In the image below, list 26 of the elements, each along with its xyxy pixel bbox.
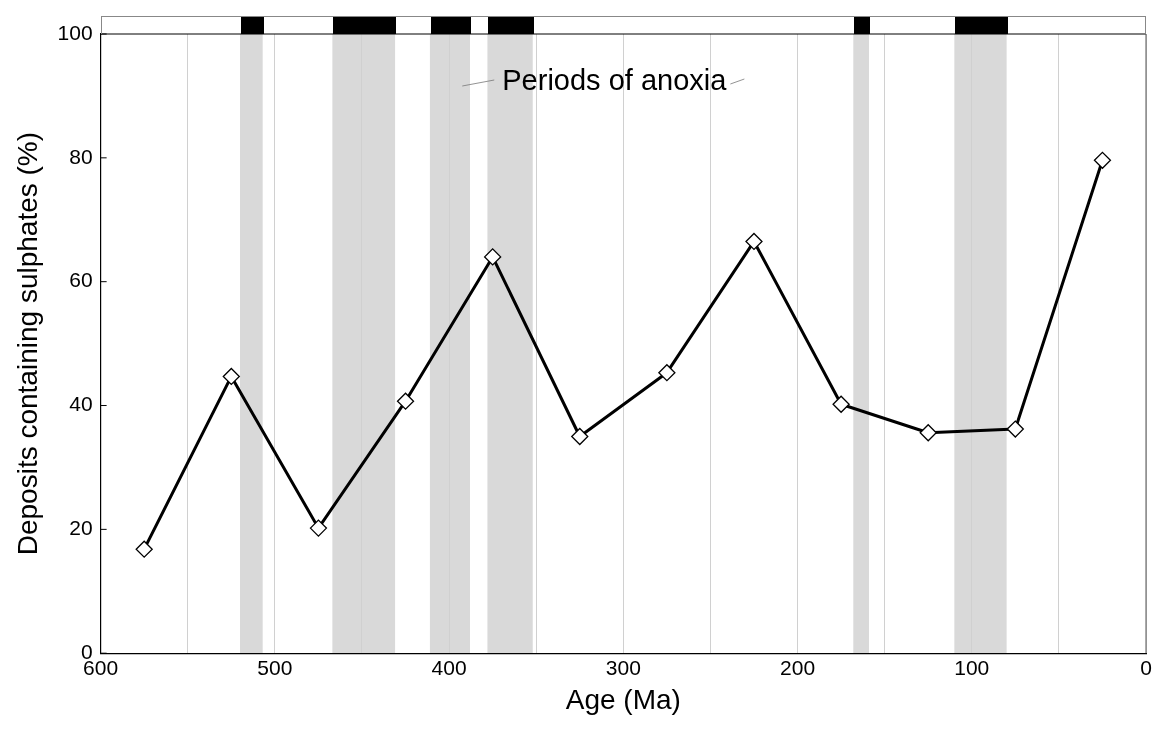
point [396, 392, 415, 410]
point [832, 395, 850, 413]
x-tick-label: 0 [1140, 655, 1152, 679]
point [571, 427, 589, 446]
point [658, 364, 676, 382]
x-tick-label: 500 [257, 655, 293, 679]
point [135, 540, 153, 558]
y-tick-label: 60 [69, 268, 93, 292]
x-tick-label: 400 [431, 655, 467, 679]
x-tick-label: 200 [780, 655, 816, 679]
point [745, 232, 763, 251]
x-tick-label: 300 [605, 655, 641, 679]
point [222, 367, 240, 386]
x-tick-label: 100 [954, 655, 990, 679]
point [919, 424, 937, 442]
y-tick-label: 80 [69, 144, 93, 168]
y-tick-label: 20 [69, 516, 93, 540]
y-tick-label: 40 [69, 392, 93, 416]
point [1093, 151, 1112, 169]
point [484, 248, 502, 266]
y-tick-label: 100 [57, 20, 93, 44]
point [309, 519, 328, 537]
x-axis-title: Age (Ma) [565, 683, 681, 715]
point [1006, 420, 1024, 438]
annotation: Periods of anoxia [502, 64, 728, 96]
y-axis-title: Deposits containing sulphates (%) [11, 131, 43, 556]
